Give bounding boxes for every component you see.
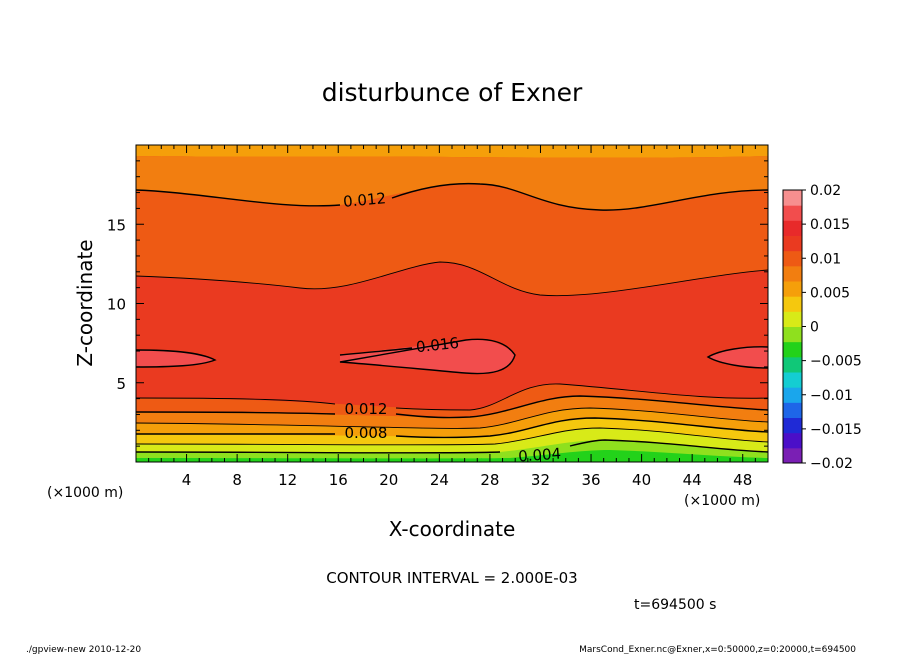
y-axis: 5 10 15	[107, 160, 768, 447]
y-axis-label: Z-coordinate	[73, 239, 97, 366]
footer-left: ./gpview-new 2010-12-20	[26, 645, 141, 654]
contour-line	[136, 427, 768, 446]
contour-line	[136, 261, 768, 297]
y-tick-label: 5	[116, 375, 126, 393]
contour-line	[136, 383, 768, 411]
colorbar-tick-label: −0.005	[810, 354, 862, 370]
x-tick-label: 8	[232, 471, 242, 489]
colorbar-swatch	[783, 387, 802, 403]
contour-line	[136, 439, 768, 454]
colorbar-swatch	[783, 265, 802, 282]
contour-label-0.012-bottom: 0.012	[345, 400, 388, 418]
contour-lines	[136, 182, 768, 454]
y-tick-label: 15	[107, 216, 126, 234]
colorbar-tick-label: 0.02	[810, 183, 841, 199]
colorbar-labels: 0.02 0.015 0.01 0.005 0 −0.005 −0.01 −0.015 −0.0…	[802, 183, 862, 472]
contour-line	[136, 407, 768, 429]
x-tick-label: 40	[632, 471, 651, 489]
colorbar-swatch	[783, 205, 802, 221]
x-axis: 4 8 12 16 20 24 28 32 36 40 44 48	[148, 145, 756, 489]
colorbar-swatch	[783, 296, 802, 312]
contour-line	[136, 395, 768, 419]
band-low-0.000	[136, 450, 768, 462]
band-upper-0.010	[136, 156, 768, 211]
band-top-0.008	[136, 145, 768, 158]
colorbar-swatch	[783, 432, 802, 449]
colorbar-swatch	[783, 402, 802, 418]
time-text: t=694500 s	[634, 597, 716, 613]
contour-line	[706, 346, 768, 369]
colorbar-tick-label: −0.02	[810, 456, 853, 472]
x-unit-right: (×1000 m)	[684, 493, 760, 509]
y-tick-label: 10	[107, 296, 126, 314]
colorbar-swatch	[783, 356, 802, 373]
colorbar-swatch	[783, 372, 802, 388]
colorbar	[783, 190, 802, 464]
chart-title: disturbunce of Exner	[322, 78, 583, 107]
x-axis-label: X-coordinate	[389, 517, 516, 541]
colorbar-tick-label: 0.015	[810, 217, 850, 233]
colorbar-tick-label: −0.015	[810, 422, 862, 438]
x-tick-label: 16	[329, 471, 348, 489]
colorbar-swatch	[783, 190, 802, 206]
plot-area	[136, 145, 768, 462]
x-tick-label: 32	[531, 471, 550, 489]
colorbar-swatch	[783, 220, 802, 236]
contour-interval-text: CONTOUR INTERVAL = 2.000E-03	[326, 569, 577, 587]
x-tick-label: 36	[581, 471, 600, 489]
colorbar-swatch	[783, 281, 802, 297]
colorbar-swatch	[783, 326, 802, 343]
contour-line	[339, 338, 516, 375]
contour-line	[136, 349, 217, 368]
x-tick-label: 4	[182, 471, 192, 489]
x-tick-label: 28	[480, 471, 499, 489]
contour-label-0.012-top: 0.012	[342, 189, 386, 211]
colorbar-tick-label: 0	[810, 320, 819, 336]
x-tick-label: 20	[379, 471, 398, 489]
colorbar-swatch	[783, 447, 802, 464]
contour-label-0.016: 0.016	[415, 334, 460, 356]
colorbar-swatch	[783, 250, 802, 267]
x-unit-left: (×1000 m)	[47, 485, 123, 501]
colorbar-tick-label: −0.01	[810, 388, 853, 404]
x-tick-label: 44	[683, 471, 702, 489]
contour-label-0.008: 0.008	[345, 424, 388, 442]
contour-label-0.004: 0.004	[518, 445, 562, 466]
footer-right: MarsCond_Exner.nc@Exner,x=0:50000,z=0:20…	[579, 645, 856, 654]
contour-labels: 0.012 0.016 0.012 0.008 0.004	[342, 189, 561, 465]
colorbar-tick-label: 0.01	[810, 251, 841, 267]
colorbar-swatch	[783, 417, 802, 434]
colorbar-swatch	[783, 235, 802, 252]
band-middle-0.014	[136, 262, 768, 410]
contour-line	[136, 417, 768, 439]
x-tick-label: 24	[430, 471, 449, 489]
colorbar-swatch	[783, 341, 802, 358]
colorbar-swatch	[783, 311, 802, 327]
x-tick-label: 12	[278, 471, 297, 489]
contour-line	[136, 182, 768, 211]
x-tick-label: 48	[733, 471, 752, 489]
colorbar-tick-label: 0.005	[810, 285, 850, 301]
